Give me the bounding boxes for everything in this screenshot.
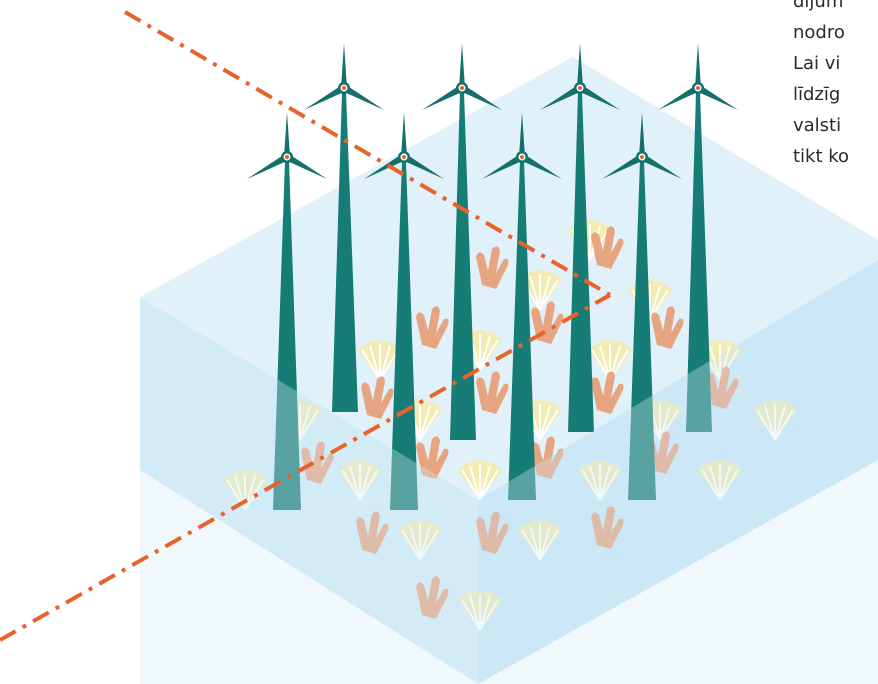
water-box: [140, 57, 878, 684]
turbines: [140, 43, 878, 684]
text-line: valsti: [793, 115, 842, 136]
route-lines: [0, 10, 612, 642]
text-line: Lai vi: [793, 53, 841, 74]
text-line: līdzīg: [793, 84, 841, 105]
text-line: tikt ko: [793, 146, 850, 167]
text-line: dijum: [793, 0, 844, 12]
body-text: dijum nodro Lai vi līdzīg valsti tikt ko: [793, 0, 878, 172]
text-line: nodro: [793, 22, 845, 43]
